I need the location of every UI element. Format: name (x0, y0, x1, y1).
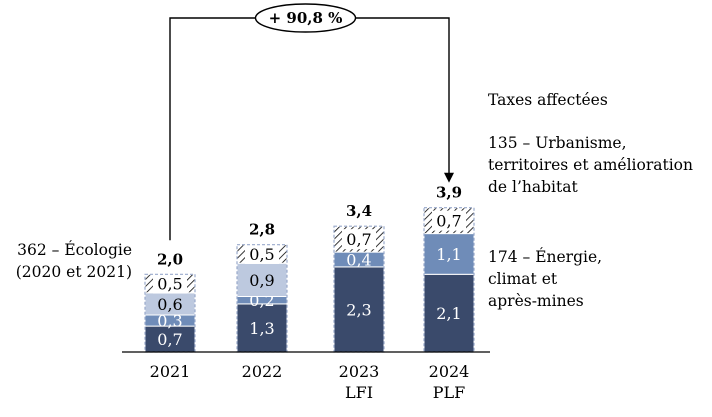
x-tick-layer: 2021 2022 2023 LFI 2024 PLF (122, 351, 490, 402)
series-label-ecologie: (2020 et 2021) (16, 263, 132, 281)
x-tick-label: 2024 (429, 362, 470, 381)
series-label-energie: 174 – Énergie, (488, 248, 602, 266)
label-backing (153, 273, 187, 294)
growth-annotation: + 90,8 % (269, 9, 343, 27)
bar-outline (423, 207, 475, 353)
data-label: 0,3 (157, 312, 182, 331)
series-label-energie: climat et (488, 270, 558, 288)
data-label: 0,7 (436, 212, 461, 231)
data-label: 0,5 (249, 245, 274, 264)
label-backing (432, 210, 466, 231)
series-label-ecologie: 362 – Écologie (17, 241, 132, 259)
series-label-urbanisme: de l’habitat (488, 178, 578, 196)
total-label: 2,0 (157, 250, 183, 268)
label-backing (245, 243, 279, 264)
total-label: 2,8 (249, 221, 275, 239)
total-label: 3,9 (436, 184, 462, 202)
bar-2024-174-nergie-climat-et (423, 273, 475, 353)
x-tick-label: 2022 (242, 362, 283, 381)
bar-2022-362-cologie-2020-et- (236, 262, 288, 298)
growth-arrow (169, 17, 454, 241)
series-label-taxes: Taxes affectées (488, 91, 608, 109)
x-tick-label: 2021 (150, 362, 191, 381)
total-label: 3,4 (346, 202, 372, 220)
data-label: 1,3 (249, 319, 274, 338)
series-label-energie: après-mines (488, 292, 584, 310)
data-label: 2,1 (436, 304, 461, 323)
data-label: 0,7 (346, 230, 371, 249)
data-label: 0,9 (249, 271, 274, 290)
x-tick-label: 2023 (339, 362, 380, 381)
data-label: 1,1 (436, 245, 461, 264)
data-label: 0,6 (157, 295, 182, 314)
x-tick-sublabel: PLF (433, 383, 466, 402)
data-label: 0,4 (346, 251, 371, 270)
data-label: 0,7 (157, 330, 182, 349)
annotation-layer: + 90,8 % 362 – Écologie (2020 et 2021) Taxe… (16, 3, 693, 310)
data-label: 0,5 (157, 275, 182, 294)
series-label-urbanisme: 135 – Urbanisme, (488, 134, 627, 152)
label-backing (342, 229, 376, 250)
series-label-urbanisme: territoires et amélioration (488, 156, 693, 174)
x-tick-sublabel: LFI (345, 383, 373, 402)
data-label: 2,3 (346, 300, 371, 319)
growth-badge (254, 3, 357, 33)
bars-layer: 0,70,30,60,52,01,30,20,90,52,82,30,40,73… (144, 184, 475, 353)
